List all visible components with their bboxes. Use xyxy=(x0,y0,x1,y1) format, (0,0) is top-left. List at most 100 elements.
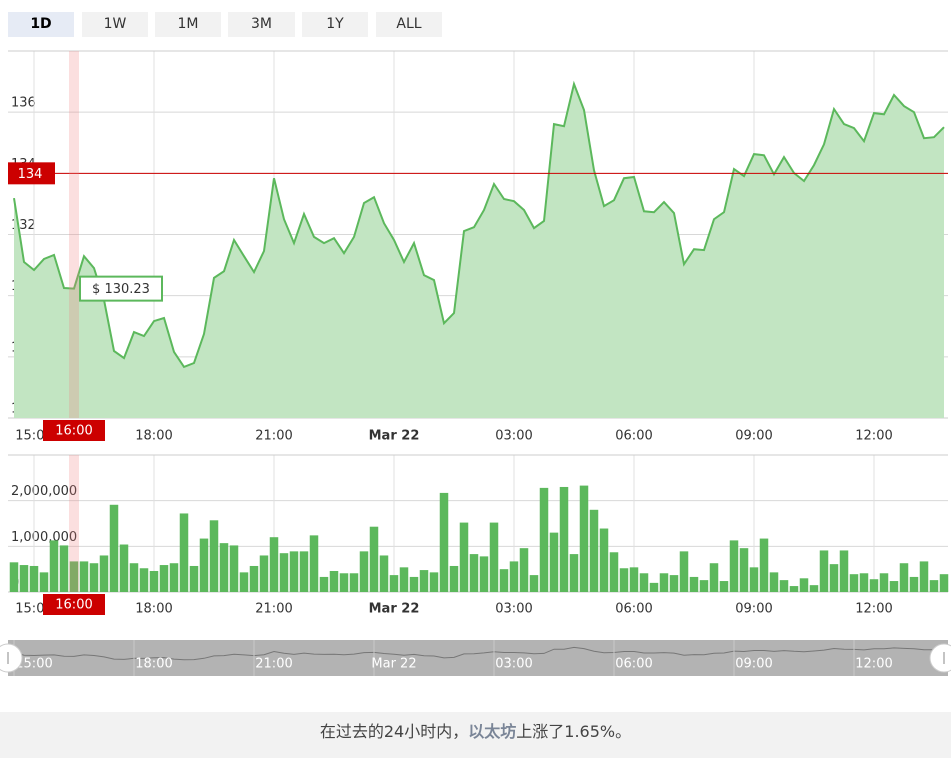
bar xyxy=(789,586,799,592)
bar xyxy=(619,568,629,592)
bar xyxy=(529,575,539,592)
bar xyxy=(409,576,419,592)
bar xyxy=(649,582,659,592)
bar xyxy=(539,487,549,592)
bar xyxy=(369,526,379,592)
bar xyxy=(279,553,289,592)
bar xyxy=(909,576,919,592)
bar xyxy=(799,578,809,592)
bar xyxy=(259,555,269,592)
bar xyxy=(199,538,209,592)
x-tick-label: 06:00 xyxy=(615,429,652,444)
bar xyxy=(129,563,139,592)
bar xyxy=(859,573,869,592)
bar xyxy=(729,540,739,592)
bar xyxy=(9,562,19,592)
bar xyxy=(29,565,39,592)
footer: 在过去的24小时内，以太坊上涨了1.65%。 xyxy=(0,712,951,758)
bar xyxy=(189,565,199,592)
bar xyxy=(779,580,789,592)
tooltip-box xyxy=(79,275,163,302)
bar xyxy=(389,575,399,592)
bar xyxy=(139,568,149,592)
bar xyxy=(339,573,349,592)
bar xyxy=(39,572,49,592)
crosshair-label: 16:00 xyxy=(55,598,92,613)
x-tick-label: 12:00 xyxy=(855,602,892,617)
x-tick-label: 09:00 xyxy=(735,429,772,444)
bar xyxy=(849,574,859,592)
navigator-handle[interactable] xyxy=(0,643,23,673)
bar xyxy=(709,563,719,592)
bar xyxy=(589,509,599,592)
range-button[interactable]: ALL xyxy=(376,12,442,37)
bar xyxy=(209,520,219,592)
bar xyxy=(229,545,239,592)
bar xyxy=(239,572,249,592)
bar xyxy=(19,565,29,592)
x-tick-label: 12:00 xyxy=(855,429,892,444)
y-tick-label: 2,000,000 xyxy=(11,484,77,499)
bar xyxy=(569,554,579,592)
x-tick-label: 21:00 xyxy=(255,429,292,444)
bar xyxy=(929,580,939,592)
bar xyxy=(739,548,749,592)
range-button[interactable]: 1D xyxy=(8,12,74,37)
bar xyxy=(159,565,169,592)
range-button[interactable]: 1W xyxy=(82,12,148,37)
bar xyxy=(119,544,129,592)
range-button[interactable]: 1Y xyxy=(302,12,368,37)
bar xyxy=(319,576,329,592)
range-button[interactable]: 1M xyxy=(155,12,221,37)
crosshair-label-bg xyxy=(43,420,105,441)
bar xyxy=(899,563,909,592)
bar xyxy=(919,561,929,592)
bar xyxy=(149,570,159,592)
crosshair-label: 16:00 xyxy=(55,424,92,439)
bar xyxy=(289,551,299,592)
navigator-label: 09:00 xyxy=(735,657,772,672)
bar xyxy=(99,555,109,592)
bar xyxy=(769,572,779,592)
x-tick-label: 09:00 xyxy=(735,602,772,617)
x-tick-label: Mar 22 xyxy=(369,602,420,617)
area xyxy=(14,84,944,418)
navigator-label: 21:00 xyxy=(255,657,292,672)
bar xyxy=(179,513,189,592)
bar xyxy=(429,572,439,592)
bar xyxy=(109,504,119,592)
bar xyxy=(59,545,69,592)
bar xyxy=(309,535,319,592)
bar xyxy=(79,561,89,592)
bar xyxy=(89,563,99,592)
navigator-label: 12:00 xyxy=(855,657,892,672)
bar xyxy=(759,538,769,592)
plot-line-label: 134 xyxy=(18,167,43,182)
bar xyxy=(499,569,509,592)
bar xyxy=(359,551,369,592)
range-button[interactable]: 3M xyxy=(228,12,295,37)
crosshair-label-bg xyxy=(43,594,105,615)
bar xyxy=(839,550,849,592)
navigator-handle[interactable] xyxy=(929,643,951,673)
bar xyxy=(749,567,759,592)
bar xyxy=(869,579,879,592)
navigator-label: 15:00 xyxy=(15,657,52,672)
line xyxy=(13,80,945,369)
bar xyxy=(719,581,729,592)
navigator-label: 03:00 xyxy=(495,657,532,672)
bar xyxy=(879,573,889,592)
x-tick-label: 21:00 xyxy=(255,602,292,617)
bar xyxy=(599,528,609,592)
bar xyxy=(479,556,489,592)
y-tick-label: 136 xyxy=(11,96,36,111)
bar xyxy=(819,550,829,592)
bar xyxy=(629,567,639,592)
bar xyxy=(889,581,899,592)
navigator-label: 18:00 xyxy=(135,657,172,672)
bar xyxy=(579,485,589,592)
crosshair-band xyxy=(69,455,79,592)
bar xyxy=(549,532,559,592)
